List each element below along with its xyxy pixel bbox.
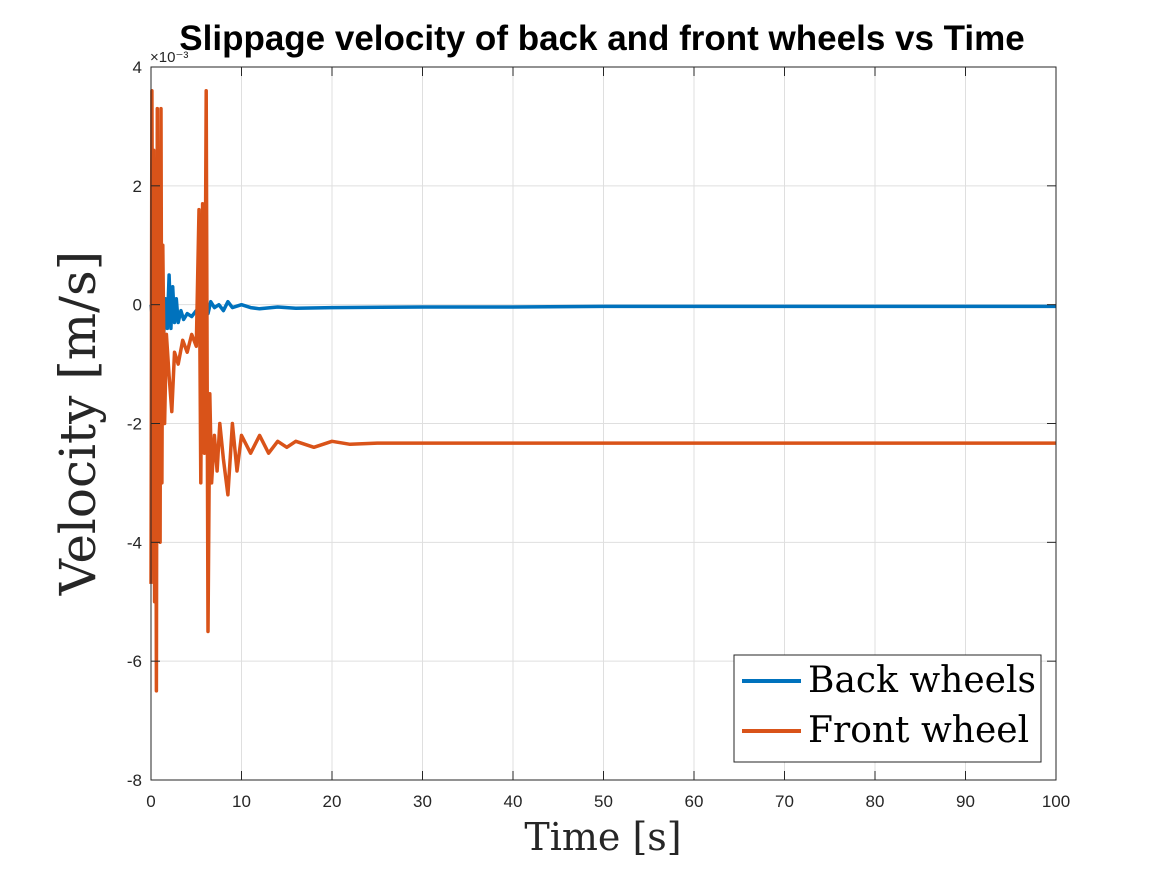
legend-label-front-wheel: Front wheel — [808, 710, 1029, 751]
ticks — [150, 66, 1057, 781]
y-tick-label: -4 — [127, 533, 142, 552]
x-axis-label: Time [s] — [524, 815, 681, 859]
x-tick-label: 60 — [685, 792, 704, 811]
y-exponent-label: ×10⁻³ — [150, 49, 188, 66]
legend-label-back-wheels: Back wheels — [808, 660, 1036, 701]
x-tick-label: 50 — [594, 792, 613, 811]
y-axis-label: Velocity [m/s] — [49, 251, 107, 596]
x-tick-label: 70 — [775, 792, 794, 811]
legend-box — [733, 654, 1042, 763]
y-tick-label: 4 — [133, 58, 142, 77]
x-tick-label: 40 — [504, 792, 523, 811]
y-tick-label: -2 — [127, 415, 142, 434]
tick-labels: 0 10 20 30 40 50 60 70 80 90 100 -8 -6 -4 -2 0 2 4 — [127, 58, 1070, 811]
x-tick-label: 30 — [413, 792, 432, 811]
x-tick-label: 10 — [232, 792, 251, 811]
x-tick-label: 0 — [146, 792, 155, 811]
x-tick-label: 20 — [323, 792, 342, 811]
x-tick-label: 80 — [866, 792, 885, 811]
chart-title: Slippage velocity of back and front whee… — [179, 19, 1024, 58]
legend: Back wheels Front wheel — [733, 654, 1042, 763]
y-tick-label: -8 — [127, 771, 142, 790]
y-tick-label: 0 — [133, 296, 142, 315]
y-tick-label: -6 — [127, 652, 142, 671]
series-layer — [149, 89, 1056, 693]
x-tick-label: 100 — [1042, 792, 1070, 811]
x-tick-label: 90 — [956, 792, 975, 811]
y-tick-label: 2 — [133, 177, 142, 196]
series-line-front-wheel — [149, 89, 1056, 693]
